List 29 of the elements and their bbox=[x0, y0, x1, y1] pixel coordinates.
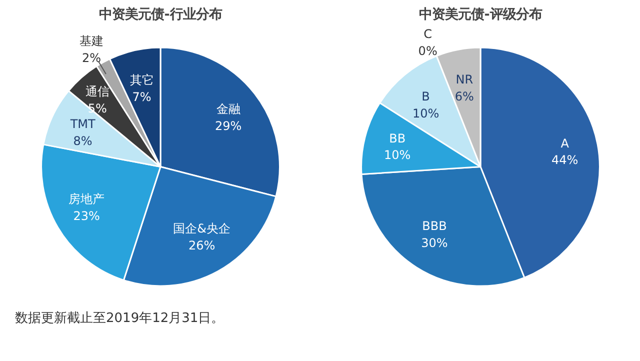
slice-label: 国企&央企 bbox=[173, 222, 231, 236]
data-label: 29% bbox=[214, 119, 242, 134]
chart-title: 中资美元债-行业分布 bbox=[99, 6, 222, 22]
data-label: 10% bbox=[412, 106, 440, 120]
slice-label: 金融 bbox=[216, 102, 240, 116]
slice-label: BBB bbox=[422, 219, 447, 234]
text: 数据更新截止至2019年12月31日。 bbox=[15, 310, 224, 328]
slice-label: 通信 bbox=[85, 84, 110, 99]
data-label: 2% bbox=[82, 51, 102, 66]
slice-label: 房地产 bbox=[68, 192, 105, 206]
chart-title: 中资美元债-评级分布 bbox=[419, 6, 542, 22]
data-label: 7% bbox=[132, 90, 152, 104]
data-label: 5% bbox=[88, 101, 107, 116]
text: 0% bbox=[418, 44, 438, 58]
slice-label: 其它 bbox=[130, 73, 154, 88]
data-label: 30% bbox=[421, 236, 448, 250]
category-label: C bbox=[424, 27, 432, 42]
data-label: 10% bbox=[384, 148, 411, 162]
slice-label: TMT bbox=[69, 117, 96, 132]
data-label: 23% bbox=[73, 209, 100, 224]
slice-label: B bbox=[422, 90, 430, 104]
slice-label: BB bbox=[389, 131, 406, 146]
data-label: 6% bbox=[454, 89, 474, 104]
data-label: 44% bbox=[551, 153, 578, 168]
slice-label: 基建 bbox=[80, 34, 104, 48]
slice-label: A bbox=[560, 136, 570, 150]
slice-label: NR bbox=[456, 72, 474, 87]
data-label: 26% bbox=[188, 238, 216, 252]
data-label: 8% bbox=[73, 134, 92, 148]
